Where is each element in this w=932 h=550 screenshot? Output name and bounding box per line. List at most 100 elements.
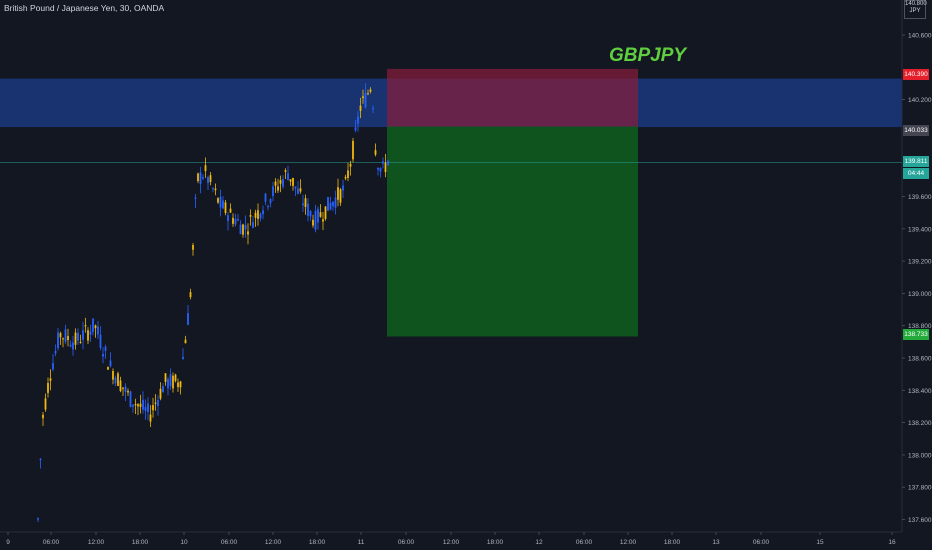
candle-body [234, 219, 237, 225]
candle-body [137, 404, 139, 407]
candle-body [377, 168, 379, 170]
time-tick-label: 06:00 [398, 539, 415, 546]
time-tick-label: 06:00 [43, 539, 60, 546]
candle-body [277, 186, 279, 191]
candle-body [54, 350, 57, 354]
candle-body [157, 399, 159, 406]
candle-body [237, 218, 239, 221]
candle-body [109, 360, 112, 367]
candle-body [264, 193, 267, 202]
candle-body [162, 385, 164, 393]
candle-body [344, 176, 347, 179]
candle-body [44, 398, 47, 410]
time-tick-label: 12:00 [443, 539, 460, 546]
candle-body [332, 201, 334, 207]
candle-body [67, 336, 69, 340]
symbol-title[interactable]: British Pound / Japanese Yen, 30, OANDA [4, 3, 165, 13]
candle-body [337, 187, 339, 200]
candle-body [159, 388, 162, 399]
candle-body [139, 403, 142, 407]
candle-body [272, 186, 274, 197]
candle-body [309, 210, 312, 217]
time-tick-label: 12:00 [88, 539, 105, 546]
candle-body [334, 197, 337, 208]
candle-body [209, 175, 212, 183]
candle-body [84, 325, 87, 327]
candle-body [114, 377, 117, 384]
candle-body [199, 172, 202, 184]
candle-body [129, 391, 132, 407]
currency-badge-label: JPY [909, 8, 921, 14]
candle-body [304, 198, 307, 208]
time-tick-label: 16 [888, 539, 896, 546]
candle-body [117, 373, 119, 387]
candle-body [179, 381, 182, 388]
candle-body [287, 173, 289, 180]
time-tick-label: 06:00 [576, 539, 593, 546]
price-tick-label: 139.400 [908, 226, 932, 233]
candle-body [164, 373, 167, 382]
price-axis[interactable]: 140.600 140.200 139.600 139.400 139.200 139.0… [902, 33, 932, 525]
candle-body [289, 179, 292, 182]
candle-body [124, 386, 127, 393]
time-tick-label: 13 [712, 539, 720, 546]
take-profit-zone[interactable] [387, 126, 638, 337]
candle-body [89, 331, 92, 335]
take-profit-price-tag: 138.733 [903, 329, 929, 340]
stop-loss-zone[interactable] [387, 68, 638, 127]
time-tick-label: 18:00 [487, 539, 504, 546]
candle-body [262, 210, 264, 215]
countdown-tag: 04:44 [903, 168, 929, 179]
candle-body [132, 404, 134, 407]
candle-body [87, 330, 89, 341]
candle-body [144, 406, 147, 411]
candle-body [384, 162, 387, 173]
candle-body [292, 178, 294, 186]
candle-body [62, 338, 64, 340]
candle-body [349, 163, 352, 167]
candle-body [152, 405, 154, 411]
candle-body [119, 380, 122, 392]
time-axis[interactable]: 9 06:00 12:00 18:00 10 06:00 12:00 18:00 11 06:00… [6, 532, 896, 546]
candle-body [187, 313, 189, 325]
currency-badge-top: 140.800 [905, 1, 927, 7]
candle-body [297, 188, 299, 194]
currency-badge[interactable]: 140.800 JPY [904, 0, 927, 19]
candle-body [149, 414, 152, 422]
candle-body [239, 224, 242, 235]
price-tick-label: 140.600 [908, 33, 932, 40]
price-tick-label: 138.000 [908, 452, 932, 459]
time-tick-label: 18:00 [309, 539, 326, 546]
candle-body [107, 367, 109, 370]
price-tick-label: 138.800 [908, 323, 932, 330]
candle-body [247, 231, 249, 235]
price-tick-label: 138.600 [908, 356, 932, 363]
stop-loss-price-tag: 140.390 [903, 69, 929, 80]
candle-body [147, 403, 149, 413]
candle-body [302, 203, 304, 206]
candle-body [49, 378, 52, 381]
candle-body [232, 217, 234, 224]
candle-body [322, 219, 324, 222]
candle-body [352, 140, 354, 160]
candle-body [167, 379, 169, 389]
candle-body [102, 353, 104, 357]
candle-body [94, 325, 97, 329]
candle-body [329, 202, 332, 210]
candle-body [204, 165, 207, 172]
candle-body [197, 173, 199, 182]
candle-body [367, 93, 369, 95]
candle-body [357, 116, 359, 124]
candle-body [142, 399, 144, 410]
price-tick-label: 138.200 [908, 420, 932, 427]
candle-body [294, 186, 297, 189]
candle-body [354, 127, 357, 131]
candle-body [369, 89, 372, 92]
last-price-tag: 139.811 [903, 156, 929, 167]
candle-body [172, 375, 174, 389]
candle-body [112, 371, 114, 380]
candle-body [224, 202, 227, 213]
candle-body [74, 332, 77, 345]
